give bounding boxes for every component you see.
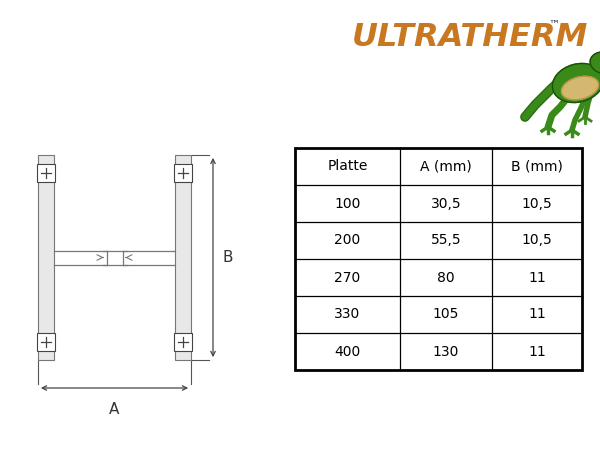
Bar: [295, 148, 582, 370]
Bar: [37, 333, 55, 351]
Text: ULTRATHERM: ULTRATHERM: [352, 22, 588, 54]
Bar: [175, 155, 191, 360]
Text: 400: 400: [334, 345, 361, 359]
Text: 11: 11: [528, 307, 546, 321]
Text: 100: 100: [334, 197, 361, 211]
Text: 105: 105: [433, 307, 459, 321]
Text: A (mm): A (mm): [420, 159, 472, 174]
Text: 270: 270: [334, 270, 361, 284]
Text: 330: 330: [334, 307, 361, 321]
Text: ™: ™: [548, 20, 560, 30]
Bar: [37, 164, 55, 182]
Text: 11: 11: [528, 345, 546, 359]
Bar: [38, 155, 54, 360]
Text: A: A: [109, 402, 119, 417]
Bar: [174, 164, 192, 182]
Text: 130: 130: [433, 345, 459, 359]
Text: 200: 200: [334, 234, 361, 248]
Text: 10,5: 10,5: [521, 234, 553, 248]
Text: B (mm): B (mm): [511, 159, 563, 174]
Ellipse shape: [562, 76, 599, 100]
Ellipse shape: [590, 52, 600, 74]
Text: 55,5: 55,5: [431, 234, 461, 248]
Bar: [174, 333, 192, 351]
Bar: [295, 148, 582, 370]
Text: 80: 80: [437, 270, 455, 284]
Text: Platte: Platte: [328, 159, 368, 174]
Ellipse shape: [553, 63, 600, 103]
Text: 11: 11: [528, 270, 546, 284]
Text: 30,5: 30,5: [431, 197, 461, 211]
Text: 10,5: 10,5: [521, 197, 553, 211]
Text: B: B: [223, 250, 233, 265]
